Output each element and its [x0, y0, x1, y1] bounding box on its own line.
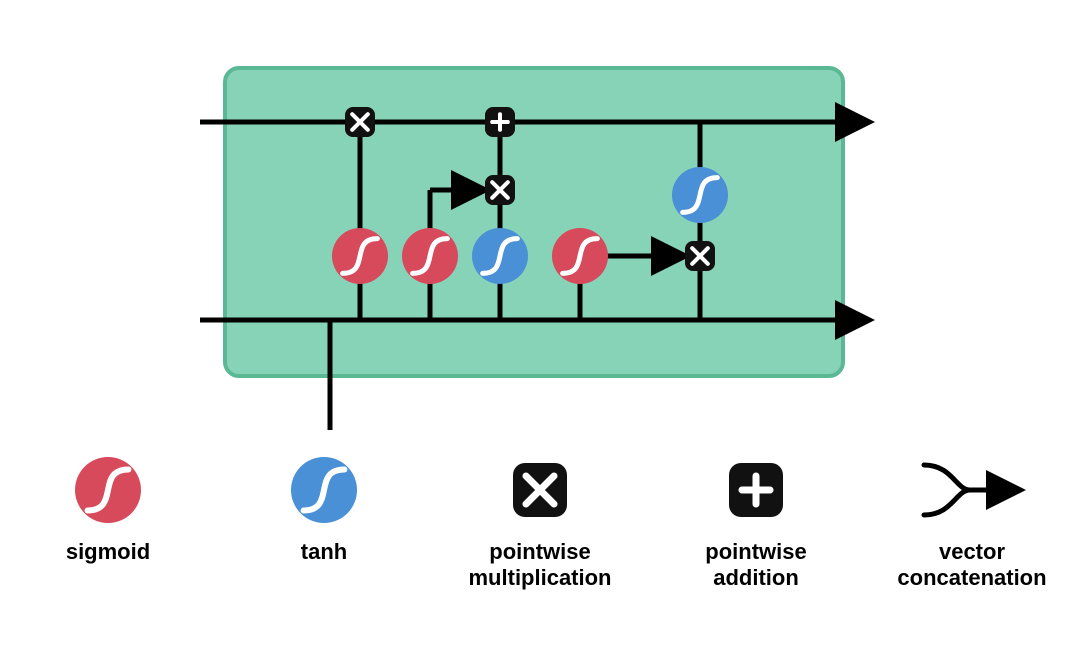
legend-item-sigmoid: sigmoid — [18, 455, 198, 565]
legend-label-sigmoid: sigmoid — [66, 539, 150, 565]
sigmoid-icon — [73, 455, 143, 525]
legend-label-tanh: tanh — [301, 539, 347, 565]
lstm-cell-diagram — [0, 0, 1080, 450]
add-icon — [721, 455, 791, 525]
legend: sigmoid tanh pointwise multiplication po… — [0, 455, 1080, 592]
legend-item-mul: pointwise multiplication — [450, 455, 630, 592]
legend-item-tanh: tanh — [234, 455, 414, 565]
legend-label-add: pointwise addition — [705, 539, 806, 592]
multiply-icon — [505, 455, 575, 525]
legend-label-mul: pointwise multiplication — [469, 539, 612, 592]
tanh-icon — [289, 455, 359, 525]
legend-label-concat: vector concatenation — [897, 539, 1046, 592]
concat-icon — [912, 455, 1032, 525]
legend-item-add: pointwise addition — [666, 455, 846, 592]
legend-item-concat: vector concatenation — [882, 455, 1062, 592]
